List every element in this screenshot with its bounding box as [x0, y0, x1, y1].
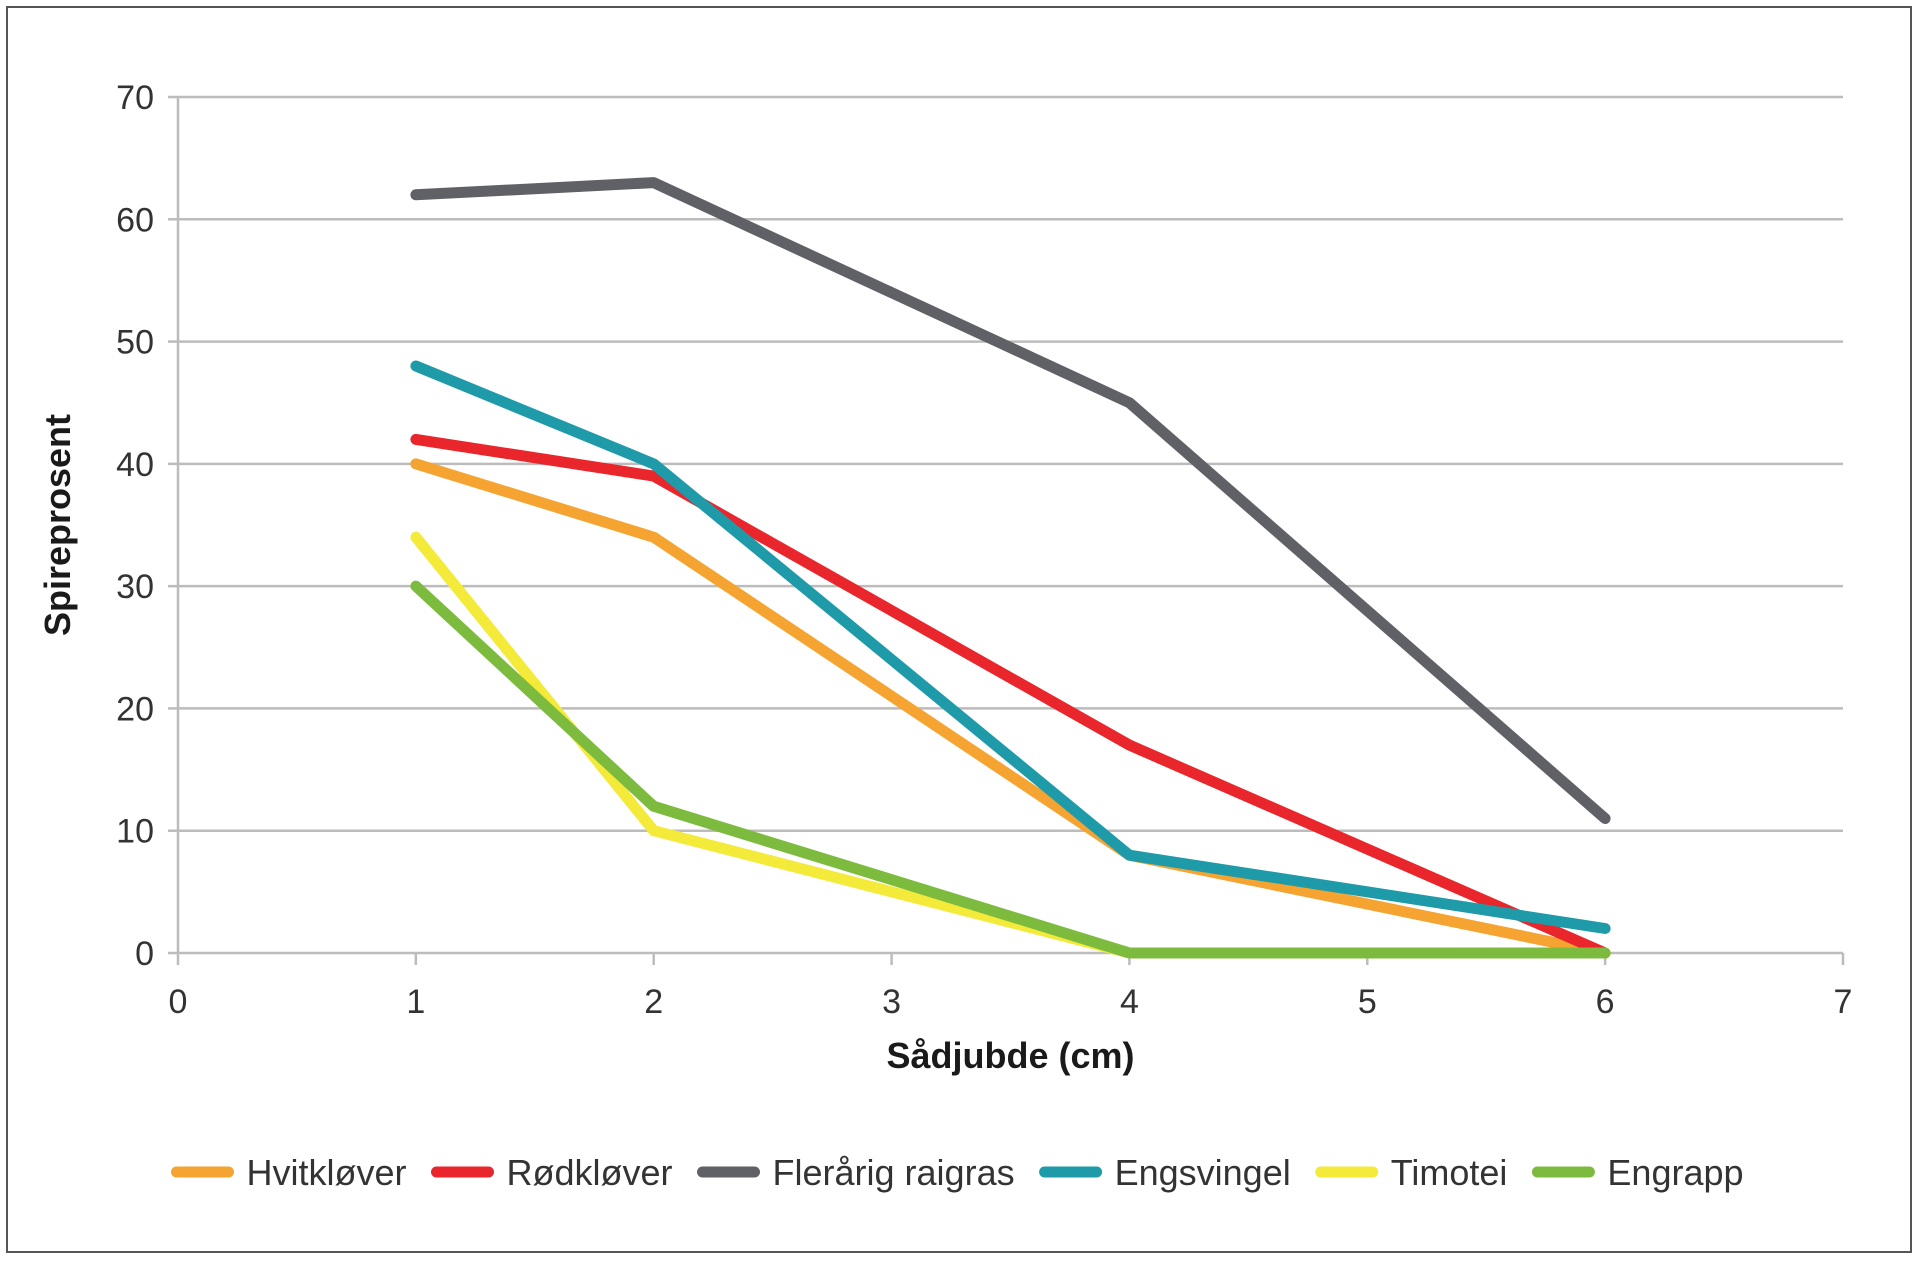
x-tick-label-5: 5	[1358, 983, 1377, 1021]
x-tick-label-2: 2	[644, 983, 663, 1021]
legend-item-2: Rødkløver	[431, 1152, 673, 1193]
y-axis-title: Spireprosent	[37, 414, 78, 636]
x-tick-label-7: 7	[1834, 983, 1853, 1021]
series-lines	[410, 177, 1611, 959]
y-tick-label-50: 50	[116, 324, 154, 362]
y-tick-labels: 0 10 20 30 40 50 60 70	[116, 79, 154, 973]
legend-label-2: Rødkløver	[507, 1152, 673, 1193]
chart-frame	[6, 6, 1912, 1253]
x-tick-label-6: 6	[1596, 983, 1615, 1021]
series-line-1	[410, 458, 1611, 959]
series-line-3	[410, 177, 1611, 824]
x-tick-label-3: 3	[882, 983, 901, 1021]
legend-label-3: Flerårig raigras	[773, 1152, 1015, 1193]
y-tick-label-70: 70	[116, 79, 154, 117]
gridlines	[178, 95, 1843, 832]
y-tick-label-20: 20	[116, 690, 154, 728]
y-tick-label-0: 0	[135, 935, 154, 973]
x-tick-labels: 0 1 2 3 4 5 6 7	[169, 983, 1853, 1021]
series-line-6	[410, 580, 1611, 959]
legend-label-1: Hvitkløver	[247, 1152, 407, 1193]
axes	[168, 95, 1845, 965]
x-tick-label-4: 4	[1120, 983, 1139, 1021]
legend: Hvitkløver Rødkløver Flerårig raigras Engsv…	[171, 1152, 1744, 1193]
legend-item-5: Timotei	[1315, 1152, 1508, 1193]
series-line-4	[410, 360, 1611, 934]
legend-item-1: Hvitkløver	[171, 1152, 407, 1193]
legend-item-3: Flerårig raigras	[697, 1152, 1015, 1193]
y-tick-label-30: 30	[116, 568, 154, 606]
y-tick-label-40: 40	[116, 446, 154, 484]
legend-label-5: Timotei	[1391, 1152, 1508, 1193]
x-axis-title: Sådjubde (cm)	[886, 1035, 1134, 1076]
y-tick-label-10: 10	[116, 813, 154, 851]
legend-label-6: Engrapp	[1607, 1152, 1743, 1193]
series-line-2	[410, 433, 1611, 959]
y-tick-label-60: 60	[116, 201, 154, 239]
x-tick-label-1: 1	[406, 983, 425, 1021]
x-tick-label-0: 0	[169, 983, 188, 1021]
legend-item-6: Engrapp	[1531, 1152, 1744, 1193]
legend-label-4: Engsvingel	[1115, 1152, 1291, 1193]
legend-item-4: Engsvingel	[1039, 1152, 1291, 1193]
